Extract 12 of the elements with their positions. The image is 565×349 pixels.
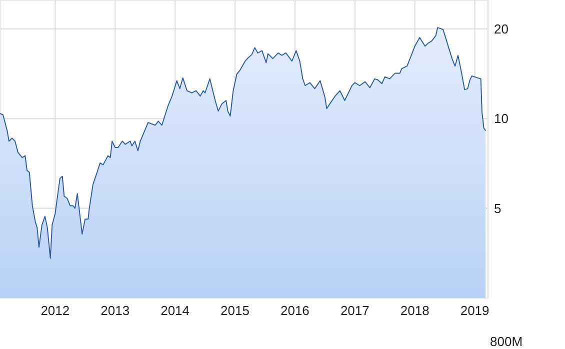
y-tick-label: 10 (494, 111, 508, 126)
x-tick-label: 2013 (100, 303, 130, 318)
x-tick-label: 2014 (160, 303, 190, 318)
y-tick-label: 5 (494, 200, 502, 216)
x-tick-label: 2016 (280, 303, 310, 318)
text: 800M (490, 334, 523, 349)
x-tick-label: 2019 (460, 303, 490, 318)
x-tick-label: 2012 (40, 303, 70, 318)
x-tick-label: 2015 (220, 303, 250, 318)
x-tick-label: 2018 (400, 303, 430, 318)
y-tick-label: 20 (494, 21, 508, 36)
x-tick-label: 2017 (340, 303, 370, 318)
